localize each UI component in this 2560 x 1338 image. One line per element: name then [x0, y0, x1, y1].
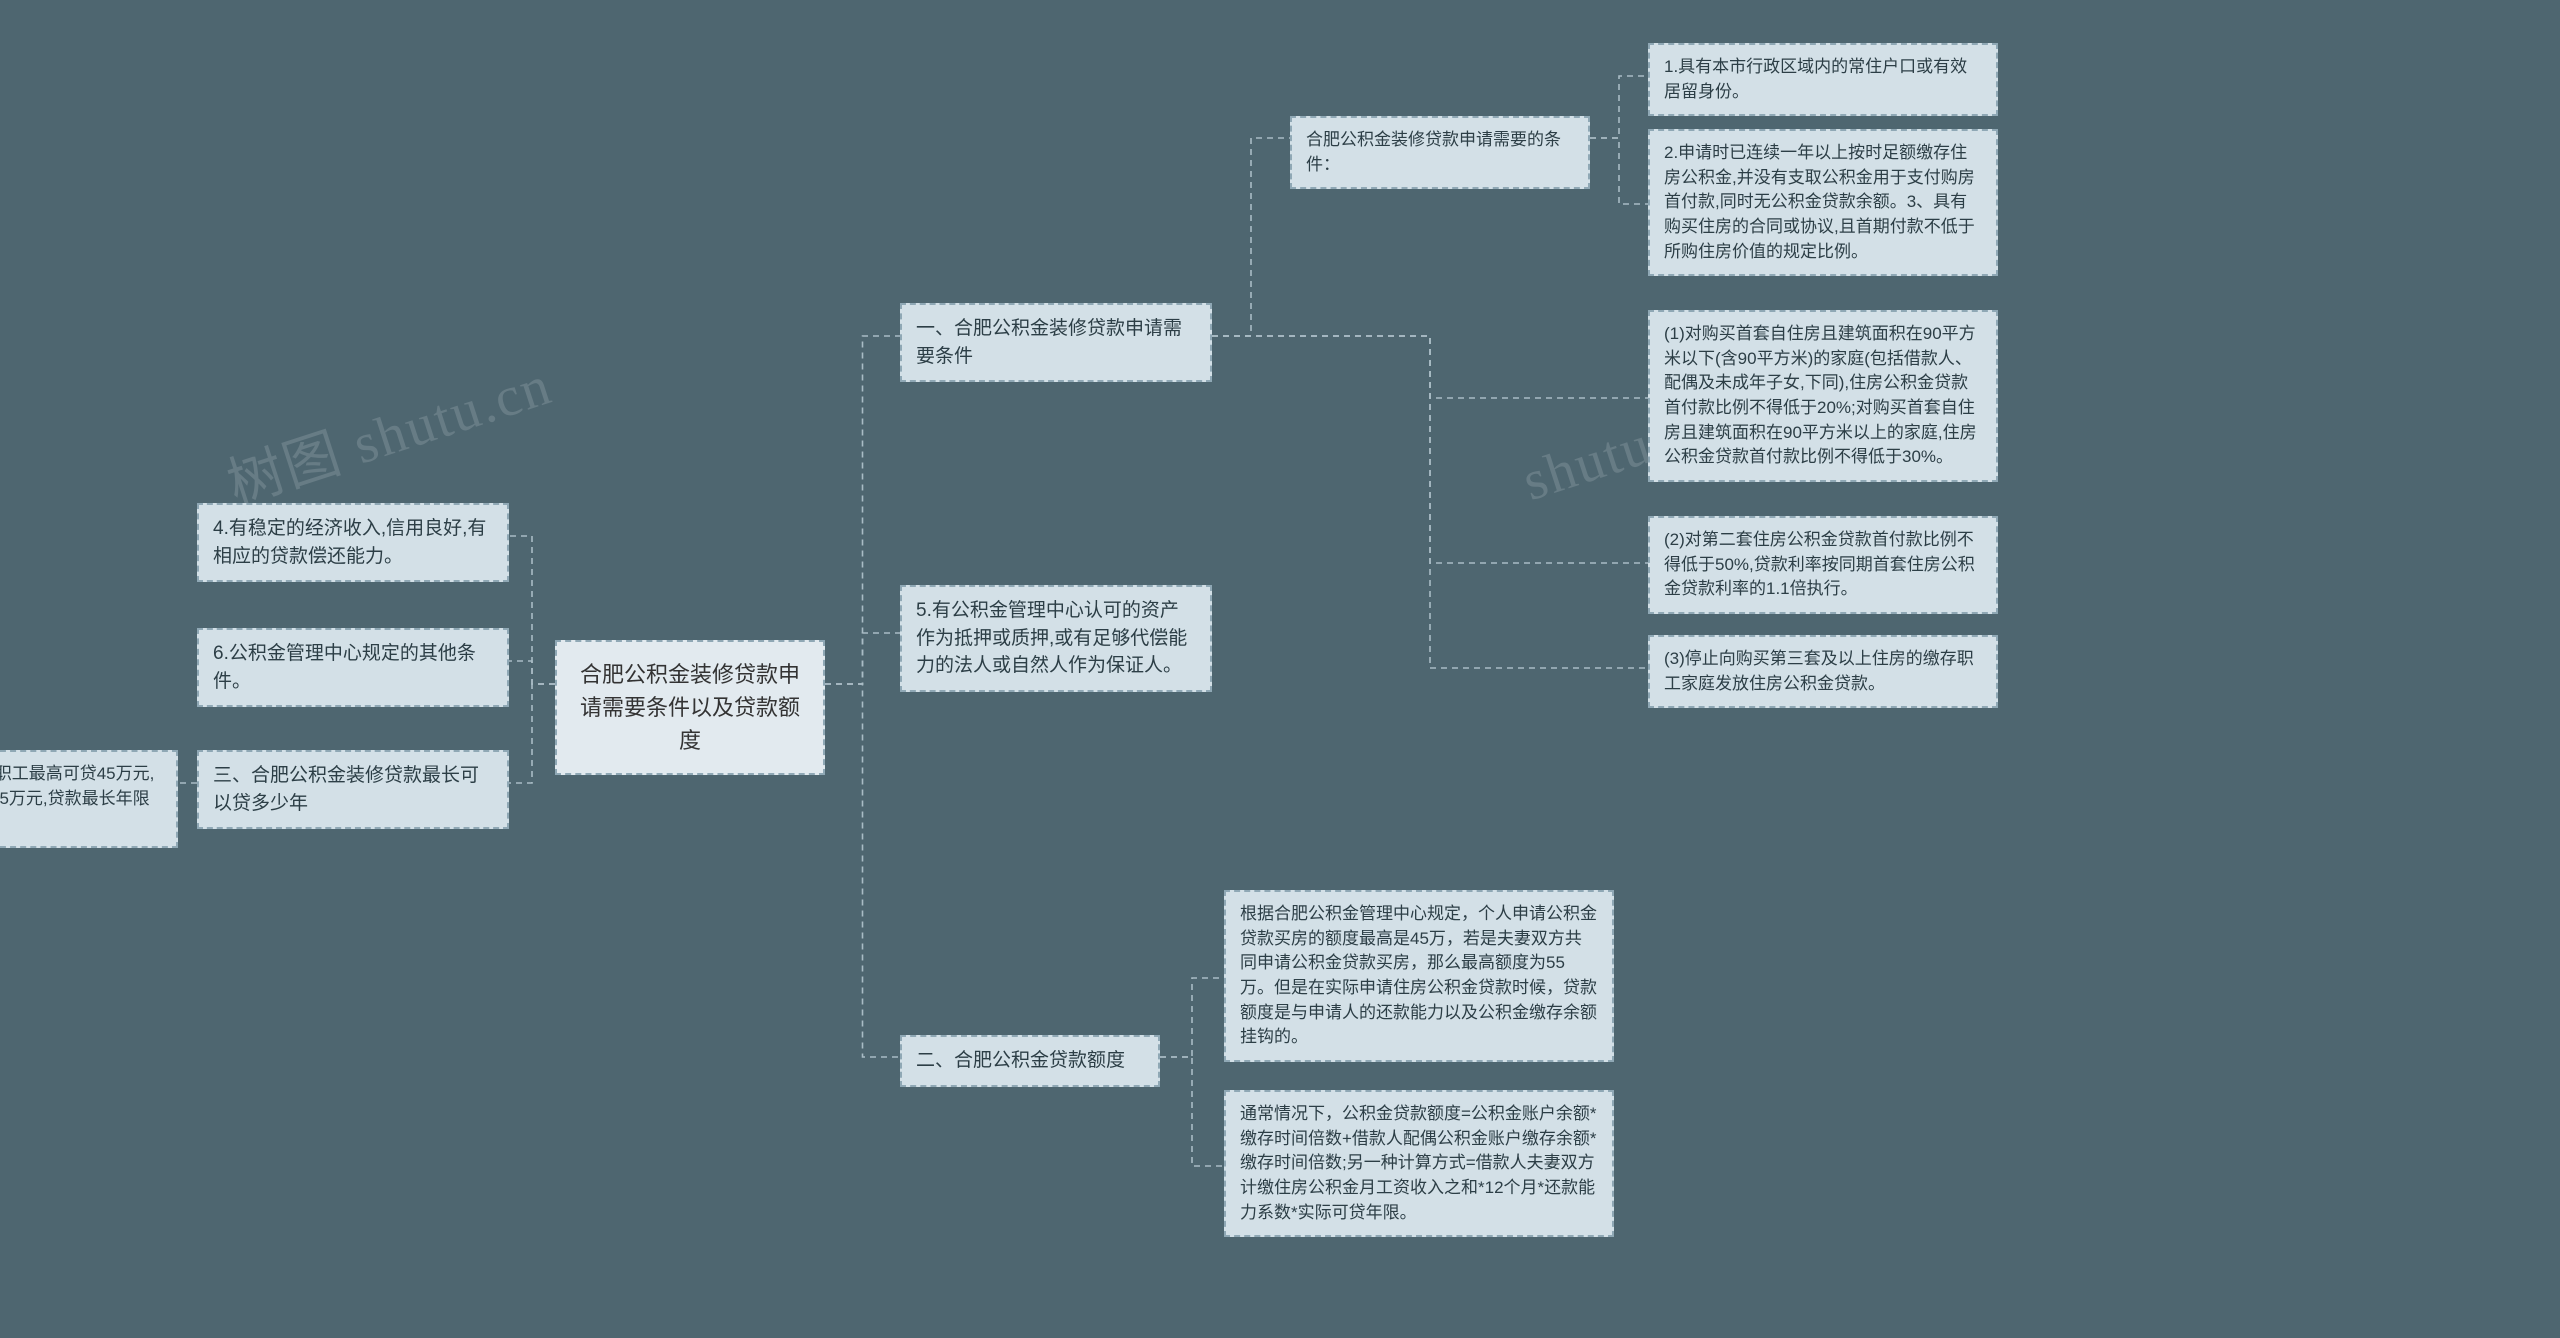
node-section-2: 二、合肥公积金贷款额度: [900, 1035, 1160, 1087]
node-condition-6: 6.公积金管理中心规定的其他条件。: [197, 628, 509, 707]
node-section-1-sub2-a: (1)对购买首套自住房且建筑面积在90平方米以下(含90平方米)的家庭(包括借款…: [1648, 310, 1998, 482]
node-section-1-sub1-b: 2.申请时已连续一年以上按时足额缴存住房公积金,并没有支取公积金用于支付购房首付…: [1648, 129, 1998, 276]
node-section-1: 一、合肥公积金装修贷款申请需要条件: [900, 303, 1212, 382]
node-section-1-sub2-b: (2)对第二套住房公积金贷款首付款比例不得低于50%,贷款利率按同期首套住房公积…: [1648, 516, 1998, 614]
node-section-1-sub1-a: 1.具有本市行政区域内的常住户口或有效居留身份。: [1648, 43, 1998, 116]
node-section-2-b: 通常情况下，公积金贷款额度=公积金账户余额*缴存时间倍数+借款人配偶公积金账户缴…: [1224, 1090, 1614, 1237]
node-section-1-sub2-c: (3)停止向购买第三套及以上住房的缴存职工家庭发放住房公积金贷款。: [1648, 635, 1998, 708]
root-node: 合肥公积金装修贷款申请需要条件以及贷款额度: [555, 640, 825, 775]
watermark-left: 树图 shutu.cn: [216, 340, 561, 521]
node-section-1-sub1: 合肥公积金装修贷款申请需要的条件：: [1290, 116, 1590, 189]
node-section-3: 三、合肥公积金装修贷款最长可以贷多少年: [197, 750, 509, 829]
node-condition-4: 4.有稳定的经济收入,信用良好,有相应的贷款偿还能力。: [197, 503, 509, 582]
node-section-3-detail: 按现行贷款政策,单职工最高可贷45万元,夫妻双方最高可贷55万元,贷款最长年限为…: [0, 750, 178, 848]
node-condition-5: 5.有公积金管理中心认可的资产作为抵押或质押,或有足够代偿能力的法人或自然人作为…: [900, 585, 1212, 692]
node-section-2-a: 根据合肥公积金管理中心规定，个人申请公积金贷款买房的额度最高是45万，若是夫妻双…: [1224, 890, 1614, 1062]
